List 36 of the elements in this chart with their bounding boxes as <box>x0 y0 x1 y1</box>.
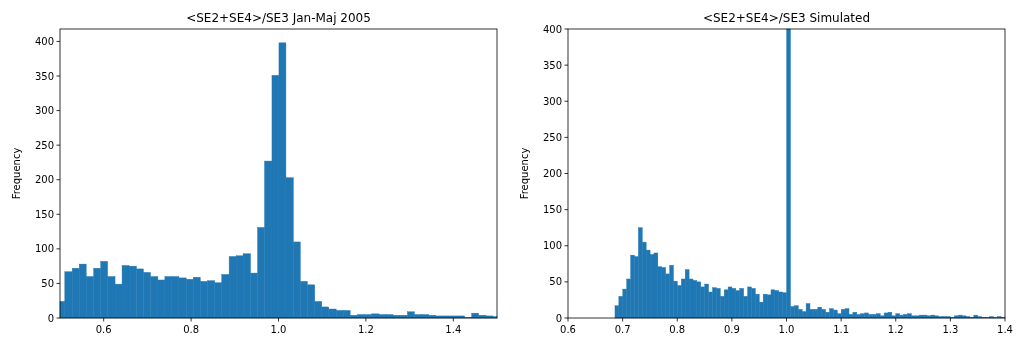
y-tick-label: 0 <box>47 312 54 324</box>
y-axis-title: Frequency <box>519 147 530 200</box>
y-tick-label: 400 <box>542 23 562 35</box>
chart-title: <SE2+SE4>/SE3 Jan-Maj 2005 <box>186 11 371 25</box>
x-tick-label: 1.4 <box>997 324 1013 335</box>
x-tick-label: 0.8 <box>669 324 686 335</box>
y-tick-label: 350 <box>34 70 54 82</box>
x-tick-label: 1.0 <box>778 324 795 335</box>
y-tick-label: 300 <box>34 105 54 117</box>
x-tick-label: 0.6 <box>95 324 112 335</box>
y-tick-label: 100 <box>542 240 562 252</box>
y-axis-title: Frequency <box>11 147 22 200</box>
x-tick-label: 0.9 <box>723 324 740 335</box>
y-tick-label: 0 <box>555 312 562 324</box>
y-tick-label: 150 <box>542 204 562 216</box>
x-tick-label: 1.4 <box>445 324 462 335</box>
x-tick-label: 1.2 <box>357 324 374 335</box>
x-tick-label: 1.2 <box>887 324 904 335</box>
y-tick-label: 50 <box>549 276 562 288</box>
x-tick-label: 0.7 <box>614 324 631 335</box>
y-tick-label: 200 <box>34 174 54 186</box>
y-tick-label: 250 <box>34 139 54 151</box>
y-tick-label: 300 <box>542 95 562 107</box>
x-tick-label: 1.0 <box>270 324 287 335</box>
y-tick-label: 50 <box>41 277 54 289</box>
y-tick-label: 150 <box>34 208 54 220</box>
y-tick-label: 250 <box>542 131 562 143</box>
y-tick-label: 100 <box>34 243 54 255</box>
x-tick-label: 0.8 <box>183 324 200 335</box>
chart-title: <SE2+SE4>/SE3 Simulated <box>702 11 871 25</box>
x-tick-label: 0.6 <box>560 324 576 335</box>
y-tick-label: 350 <box>542 59 562 71</box>
x-tick-label: 1.1 <box>833 324 850 335</box>
y-tick-label: 200 <box>542 168 562 179</box>
y-tick-label: 400 <box>34 35 54 47</box>
x-tick-label: 1.3 <box>942 324 959 335</box>
